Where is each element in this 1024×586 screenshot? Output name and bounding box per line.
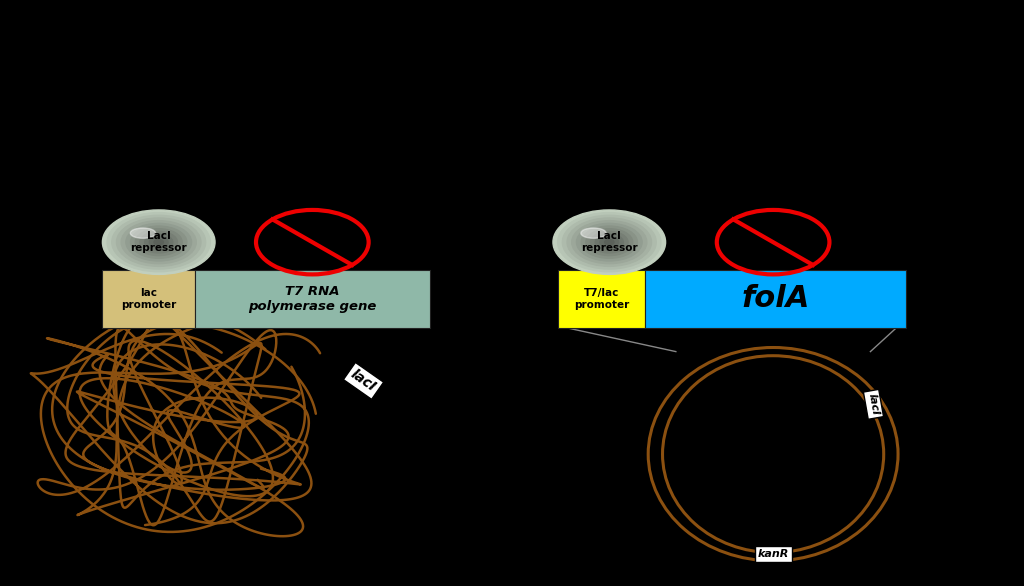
Ellipse shape: [150, 237, 168, 247]
Text: lacI: lacI: [866, 393, 881, 416]
Text: kanR: kanR: [758, 548, 788, 559]
Ellipse shape: [595, 234, 624, 250]
Ellipse shape: [117, 218, 201, 266]
Ellipse shape: [144, 234, 173, 250]
Text: LacI
repressor: LacI repressor: [130, 231, 187, 253]
Text: lacI: lacI: [348, 367, 379, 394]
Ellipse shape: [140, 231, 177, 253]
Ellipse shape: [135, 229, 182, 255]
Ellipse shape: [108, 213, 210, 272]
Ellipse shape: [130, 228, 156, 239]
Ellipse shape: [604, 240, 614, 245]
Ellipse shape: [154, 240, 164, 245]
Ellipse shape: [571, 221, 647, 264]
Ellipse shape: [577, 223, 642, 261]
Ellipse shape: [581, 226, 637, 258]
Ellipse shape: [558, 213, 660, 272]
Text: folA: folA: [741, 284, 810, 314]
Ellipse shape: [121, 221, 197, 264]
Text: T7/lac
promoter: T7/lac promoter: [574, 288, 629, 309]
Ellipse shape: [586, 229, 633, 255]
Bar: [645, 270, 906, 328]
Text: T7 RNA
polymerase gene: T7 RNA polymerase gene: [248, 285, 377, 313]
Bar: [558, 270, 645, 328]
Bar: [195, 270, 430, 328]
Ellipse shape: [567, 218, 651, 266]
Ellipse shape: [112, 215, 206, 269]
Ellipse shape: [600, 237, 618, 247]
Ellipse shape: [591, 231, 628, 253]
Ellipse shape: [581, 228, 606, 239]
Bar: [102, 270, 195, 328]
Ellipse shape: [102, 210, 215, 274]
Text: lac
promoter: lac promoter: [121, 288, 176, 309]
Ellipse shape: [562, 215, 656, 269]
Ellipse shape: [553, 210, 666, 274]
Text: LacI
repressor: LacI repressor: [581, 231, 638, 253]
Ellipse shape: [131, 226, 186, 258]
Ellipse shape: [126, 223, 191, 261]
